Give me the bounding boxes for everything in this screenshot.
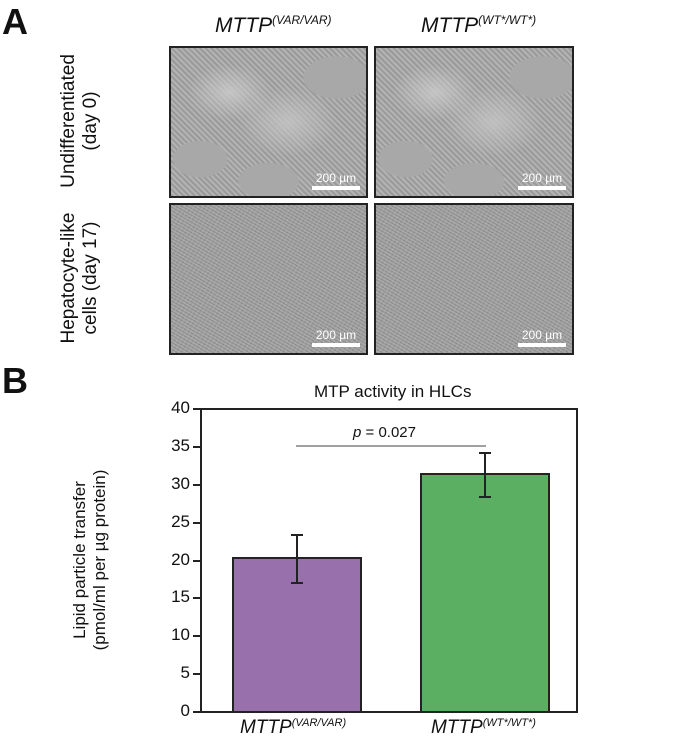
y-tick xyxy=(193,597,200,600)
scale-bar-label: 200 µm xyxy=(521,171,563,185)
y-tick-label: 20 xyxy=(171,549,190,569)
panel-a-letter: A xyxy=(2,1,28,42)
column-header-wt: MTTP(WT*/WT*) xyxy=(421,13,537,38)
scale-bar: 200 µm xyxy=(312,328,360,347)
error-bar xyxy=(296,534,298,584)
row-label-line2: (day 0) xyxy=(80,91,101,151)
error-bar-cap xyxy=(291,533,303,536)
p-symbol: p xyxy=(353,424,362,441)
y-tick-label: 35 xyxy=(171,435,190,455)
y-tick-label: 25 xyxy=(171,511,190,531)
y-tick-label: 10 xyxy=(171,625,190,645)
scale-bar-label: 200 µm xyxy=(315,171,357,185)
micrograph-wt-day0: 200 µm xyxy=(374,46,574,198)
plot-area: p = 0.027 xyxy=(200,408,578,713)
error-bar-cap xyxy=(291,582,303,585)
p-value: = 0.027 xyxy=(361,424,416,441)
row-label-undifferentiated: Undifferentiated (day 0) xyxy=(58,41,102,201)
chart-title: MTP activity in HLCs xyxy=(314,382,472,401)
y-tick xyxy=(193,711,200,713)
y-tick xyxy=(193,559,200,562)
genotype: (WT*/WT*) xyxy=(482,717,536,729)
y-tick xyxy=(193,445,200,448)
y-tick xyxy=(193,673,200,676)
row-label-line2: cells (day 17) xyxy=(80,221,101,335)
scale-bar-label: 200 µm xyxy=(315,328,357,342)
micrograph-var-day17: 200 µm xyxy=(169,203,368,355)
column-header-var: MTTP(VAR/VAR) xyxy=(215,13,332,38)
scale-bar: 200 µm xyxy=(518,171,566,190)
row-label-line1: Hepatocyte-like xyxy=(58,212,79,344)
y-tick xyxy=(193,408,200,410)
micrograph-var-day0: 200 µm xyxy=(169,46,368,198)
scale-bar-label: 200 µm xyxy=(521,328,563,342)
p-value-annotation: p = 0.027 xyxy=(353,424,416,441)
y-tick-label: 40 xyxy=(171,398,190,417)
scale-bar: 200 µm xyxy=(518,328,566,347)
y-axis-label-line1: Lipid particle transfer xyxy=(70,481,89,639)
bar-wt xyxy=(420,473,550,711)
genotype: (WT*/WT*) xyxy=(478,13,537,27)
error-bar-cap xyxy=(479,496,491,499)
row-label-hepatocyte: Hepatocyte-like cells (day 17) xyxy=(58,198,102,358)
gene-name: MTTP xyxy=(215,14,273,37)
y-tick-label: 5 xyxy=(180,663,190,683)
genotype: (VAR/VAR) xyxy=(291,717,347,729)
gene-name: MTTP xyxy=(240,717,292,738)
x-label-var: MTTP(VAR/VAR) xyxy=(240,717,346,739)
gene-name: MTTP xyxy=(431,717,483,738)
row-label-line1: Undifferentiated xyxy=(58,54,79,188)
y-tick-label: 30 xyxy=(171,473,190,493)
scale-bar: 200 µm xyxy=(312,171,360,190)
micrograph-wt-day17: 200 µm xyxy=(374,203,574,355)
gene-name: MTTP xyxy=(421,14,479,37)
y-tick-label: 0 xyxy=(180,701,190,720)
y-tick xyxy=(193,635,200,638)
y-axis-label: Lipid particle transfer (pmol/ml per µg … xyxy=(70,440,110,680)
y-tick-label: 15 xyxy=(171,587,190,607)
genotype: (VAR/VAR) xyxy=(272,13,332,27)
x-label-wt: MTTP(WT*/WT*) xyxy=(431,717,536,739)
significance-line xyxy=(296,445,486,447)
y-tick xyxy=(193,521,200,524)
y-tick xyxy=(193,483,200,486)
error-bar xyxy=(484,453,486,498)
y-axis-label-line2: (pmol/ml per µg protein) xyxy=(90,469,109,651)
panel-b-letter: B xyxy=(2,360,28,401)
error-bar-cap xyxy=(479,452,491,455)
